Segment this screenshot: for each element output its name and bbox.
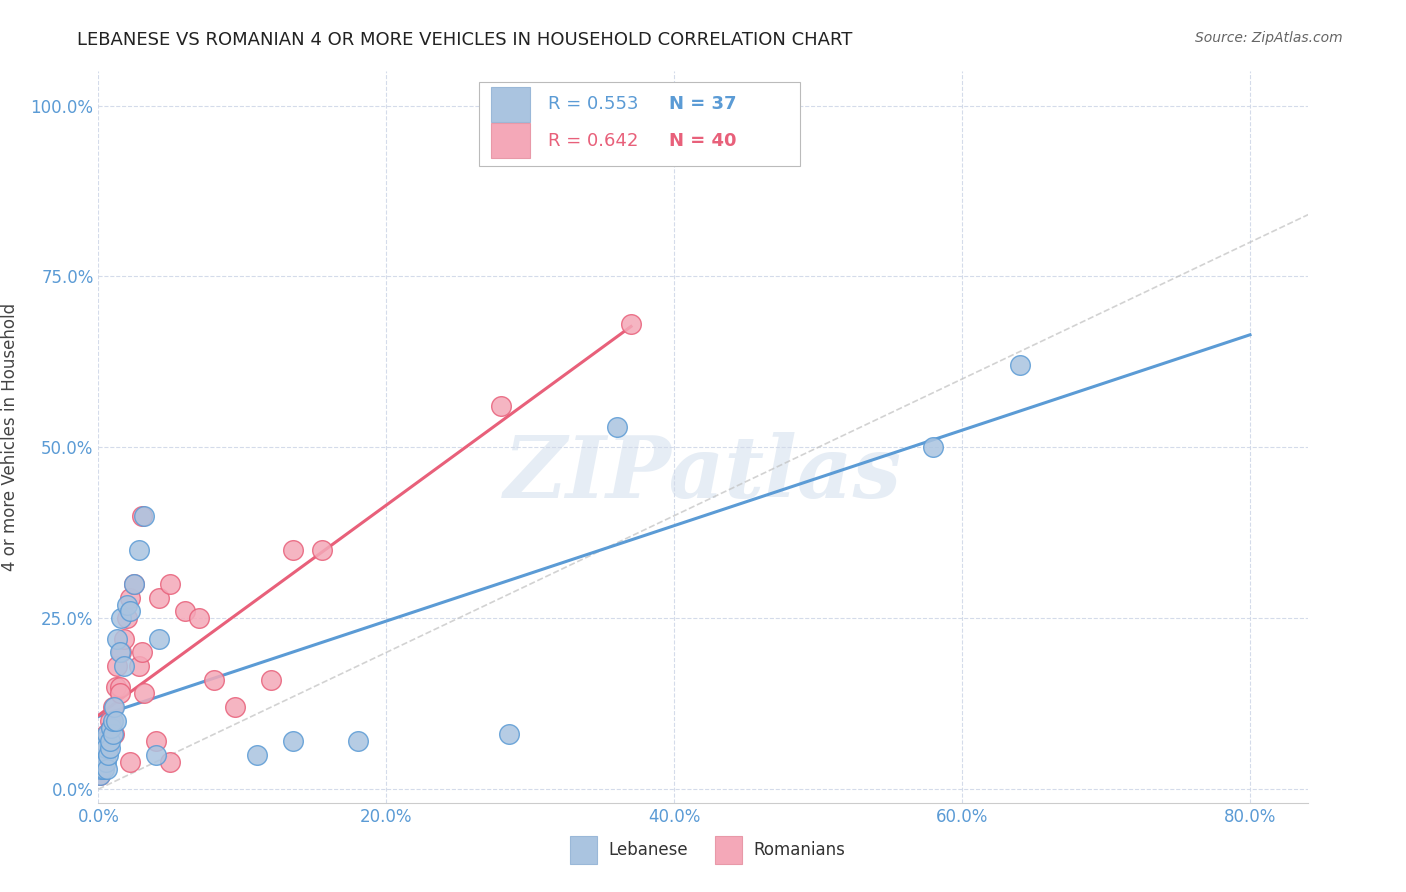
Point <box>108 680 131 694</box>
Point <box>94 755 117 769</box>
Point <box>89 768 111 782</box>
Point <box>281 734 304 748</box>
Point <box>498 727 520 741</box>
Point <box>311 542 333 557</box>
Point <box>188 611 211 625</box>
Point <box>128 542 150 557</box>
Point <box>97 747 120 762</box>
FancyBboxPatch shape <box>492 87 530 122</box>
Point <box>606 420 628 434</box>
Point <box>145 734 167 748</box>
Point <box>96 734 118 748</box>
Point <box>112 659 135 673</box>
Point <box>104 714 127 728</box>
Point <box>1008 359 1031 373</box>
Point <box>103 727 125 741</box>
Text: R = 0.553: R = 0.553 <box>548 95 638 113</box>
Point <box>159 577 181 591</box>
Point <box>103 700 125 714</box>
Point <box>145 747 167 762</box>
Text: Lebanese: Lebanese <box>609 841 689 859</box>
Point <box>620 318 643 332</box>
Point <box>346 734 368 748</box>
Point <box>108 686 131 700</box>
Point <box>134 508 156 523</box>
FancyBboxPatch shape <box>492 123 530 159</box>
Point <box>98 741 121 756</box>
Point <box>110 645 132 659</box>
Point <box>491 400 513 414</box>
Point <box>134 686 156 700</box>
Point <box>115 598 138 612</box>
Y-axis label: 4 or more Vehicles in Household: 4 or more Vehicles in Household <box>1 303 20 571</box>
Point <box>93 762 115 776</box>
Point <box>91 755 114 769</box>
Point <box>94 727 117 741</box>
Point <box>124 577 146 591</box>
Point <box>105 659 128 673</box>
Point <box>93 734 115 748</box>
Point <box>98 734 121 748</box>
Point <box>281 542 304 557</box>
Point <box>98 714 121 728</box>
Point <box>91 741 114 756</box>
Text: Source: ZipAtlas.com: Source: ZipAtlas.com <box>1195 31 1343 45</box>
Text: N = 40: N = 40 <box>669 132 737 150</box>
Point <box>922 440 945 454</box>
Point <box>94 741 117 756</box>
Point <box>260 673 283 687</box>
Point <box>110 611 132 625</box>
Point <box>148 591 170 605</box>
Text: N = 37: N = 37 <box>669 95 737 113</box>
Point <box>91 741 114 756</box>
Point <box>100 721 122 735</box>
Point <box>128 659 150 673</box>
Text: R = 0.642: R = 0.642 <box>548 132 638 150</box>
Point <box>93 747 115 762</box>
Point <box>90 762 112 776</box>
Point <box>104 680 127 694</box>
Point <box>96 727 118 741</box>
Point <box>97 741 120 756</box>
Point <box>148 632 170 646</box>
Text: LEBANESE VS ROMANIAN 4 OR MORE VEHICLES IN HOUSEHOLD CORRELATION CHART: LEBANESE VS ROMANIAN 4 OR MORE VEHICLES … <box>77 31 852 49</box>
Point <box>202 673 225 687</box>
Point <box>224 700 246 714</box>
Point <box>96 762 118 776</box>
Point <box>105 632 128 646</box>
Point <box>120 591 142 605</box>
Point <box>90 762 112 776</box>
Point <box>101 727 124 741</box>
Point <box>120 604 142 618</box>
Point <box>90 747 112 762</box>
Point <box>246 747 269 762</box>
Point <box>173 604 195 618</box>
FancyBboxPatch shape <box>479 82 800 167</box>
Point <box>131 508 153 523</box>
Point <box>120 755 142 769</box>
Text: ZIPatlas: ZIPatlas <box>503 432 903 516</box>
Point <box>108 645 131 659</box>
Point <box>94 741 117 756</box>
Point <box>115 611 138 625</box>
FancyBboxPatch shape <box>569 837 596 864</box>
Point <box>131 645 153 659</box>
Point <box>101 714 124 728</box>
Text: Romanians: Romanians <box>754 841 845 859</box>
Point <box>100 721 122 735</box>
Point <box>112 632 135 646</box>
Point <box>159 755 181 769</box>
Point <box>101 700 124 714</box>
Point <box>91 755 114 769</box>
FancyBboxPatch shape <box>716 837 742 864</box>
Point <box>124 577 146 591</box>
Point <box>89 768 111 782</box>
